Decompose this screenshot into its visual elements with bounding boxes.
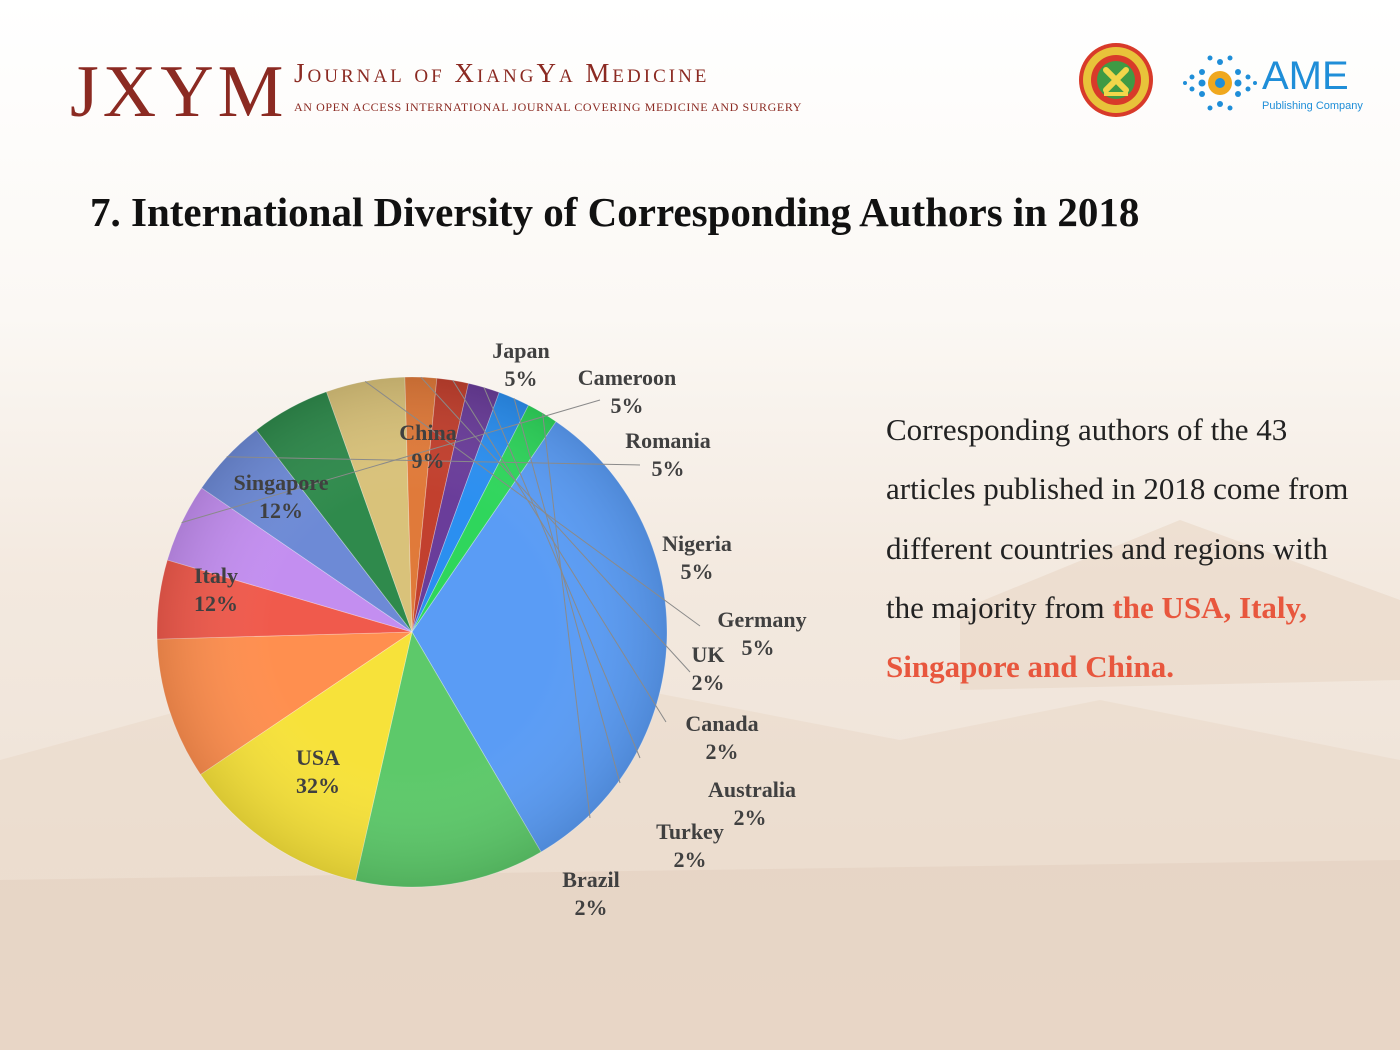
- slice-label-cameroon: Cameroon: [578, 365, 677, 390]
- description: Corresponding authors of the 43 articles…: [886, 400, 1356, 696]
- slice-label-romania: Romania: [625, 428, 711, 453]
- slice-percent-japan: 5%: [505, 366, 538, 391]
- slice-label-nigeria: Nigeria: [662, 531, 732, 556]
- leader-line-brazil: [542, 412, 591, 819]
- hospital-emblem-logo: [1079, 43, 1153, 117]
- journal-abbreviation: JXYM: [70, 51, 288, 133]
- ame-logo-subtitle: Publishing Company: [1262, 100, 1363, 112]
- leader-line-turkey: [513, 398, 621, 784]
- leader-line-romania: [226, 456, 641, 466]
- slice-label-china: China: [399, 420, 456, 445]
- slice-percent-romania: 5%: [652, 456, 685, 481]
- ame-publisher-logo: AME Publishing Company: [1182, 50, 1363, 120]
- slice-percent-canada: 2%: [706, 739, 739, 764]
- slice-percent-china: 9%: [412, 448, 445, 473]
- slice-label-brazil: Brazil: [562, 867, 619, 892]
- slice-percent-cameroon: 5%: [611, 393, 644, 418]
- slice-label-germany: Germany: [717, 607, 806, 632]
- slice-label-canada: Canada: [685, 711, 758, 736]
- slice-label-australia: Australia: [708, 777, 796, 802]
- slice-label-usa: USA: [296, 745, 340, 770]
- slice-percent-usa: 32%: [296, 773, 340, 798]
- slice-percent-uk: 2%: [692, 670, 725, 695]
- slice-label-japan: Japan: [492, 338, 549, 363]
- slice-percent-singapore: 12%: [259, 498, 303, 523]
- slice-percent-brazil: 2%: [575, 895, 608, 920]
- slice-label-uk: UK: [692, 642, 725, 667]
- slice-label-turkey: Turkey: [656, 819, 724, 844]
- description-text: Corresponding authors of the 43 articles…: [886, 412, 1349, 625]
- slice-percent-italy: 12%: [194, 591, 238, 616]
- leader-line-cameroon: [181, 399, 601, 524]
- slice-labels: China 9% Japan 5% Cameroon 5% Romania 5% Nigeria…: [194, 338, 807, 920]
- slice-percent-australia: 2%: [734, 805, 767, 830]
- slide-title: 7. International Diversity of Correspond…: [90, 189, 1140, 235]
- journal-tagline: AN OPEN ACCESS INTERNATIONAL JOURNAL COV…: [294, 100, 803, 114]
- slice-percent-germany: 5%: [742, 635, 775, 660]
- slice-label-italy: Italy: [194, 563, 238, 588]
- journal-name: Journal of XiangYa Medicine: [294, 58, 710, 88]
- description-highlight: the USA, Italy, Singapore and China.: [886, 589, 1308, 685]
- leader-lines: [181, 376, 701, 819]
- slice-label-singapore: Singapore: [234, 470, 329, 495]
- slice-percent-nigeria: 5%: [681, 559, 714, 584]
- pie-chart: China 9% Japan 5% Cameroon 5% Romania 5% Nigeria…: [156, 338, 807, 920]
- ame-logo-text: AME: [1262, 54, 1349, 98]
- pie-shading: [157, 377, 667, 887]
- ame-dots-icon: [1183, 55, 1257, 111]
- slice-percent-turkey: 2%: [674, 847, 707, 872]
- leader-line-canada: [452, 380, 667, 723]
